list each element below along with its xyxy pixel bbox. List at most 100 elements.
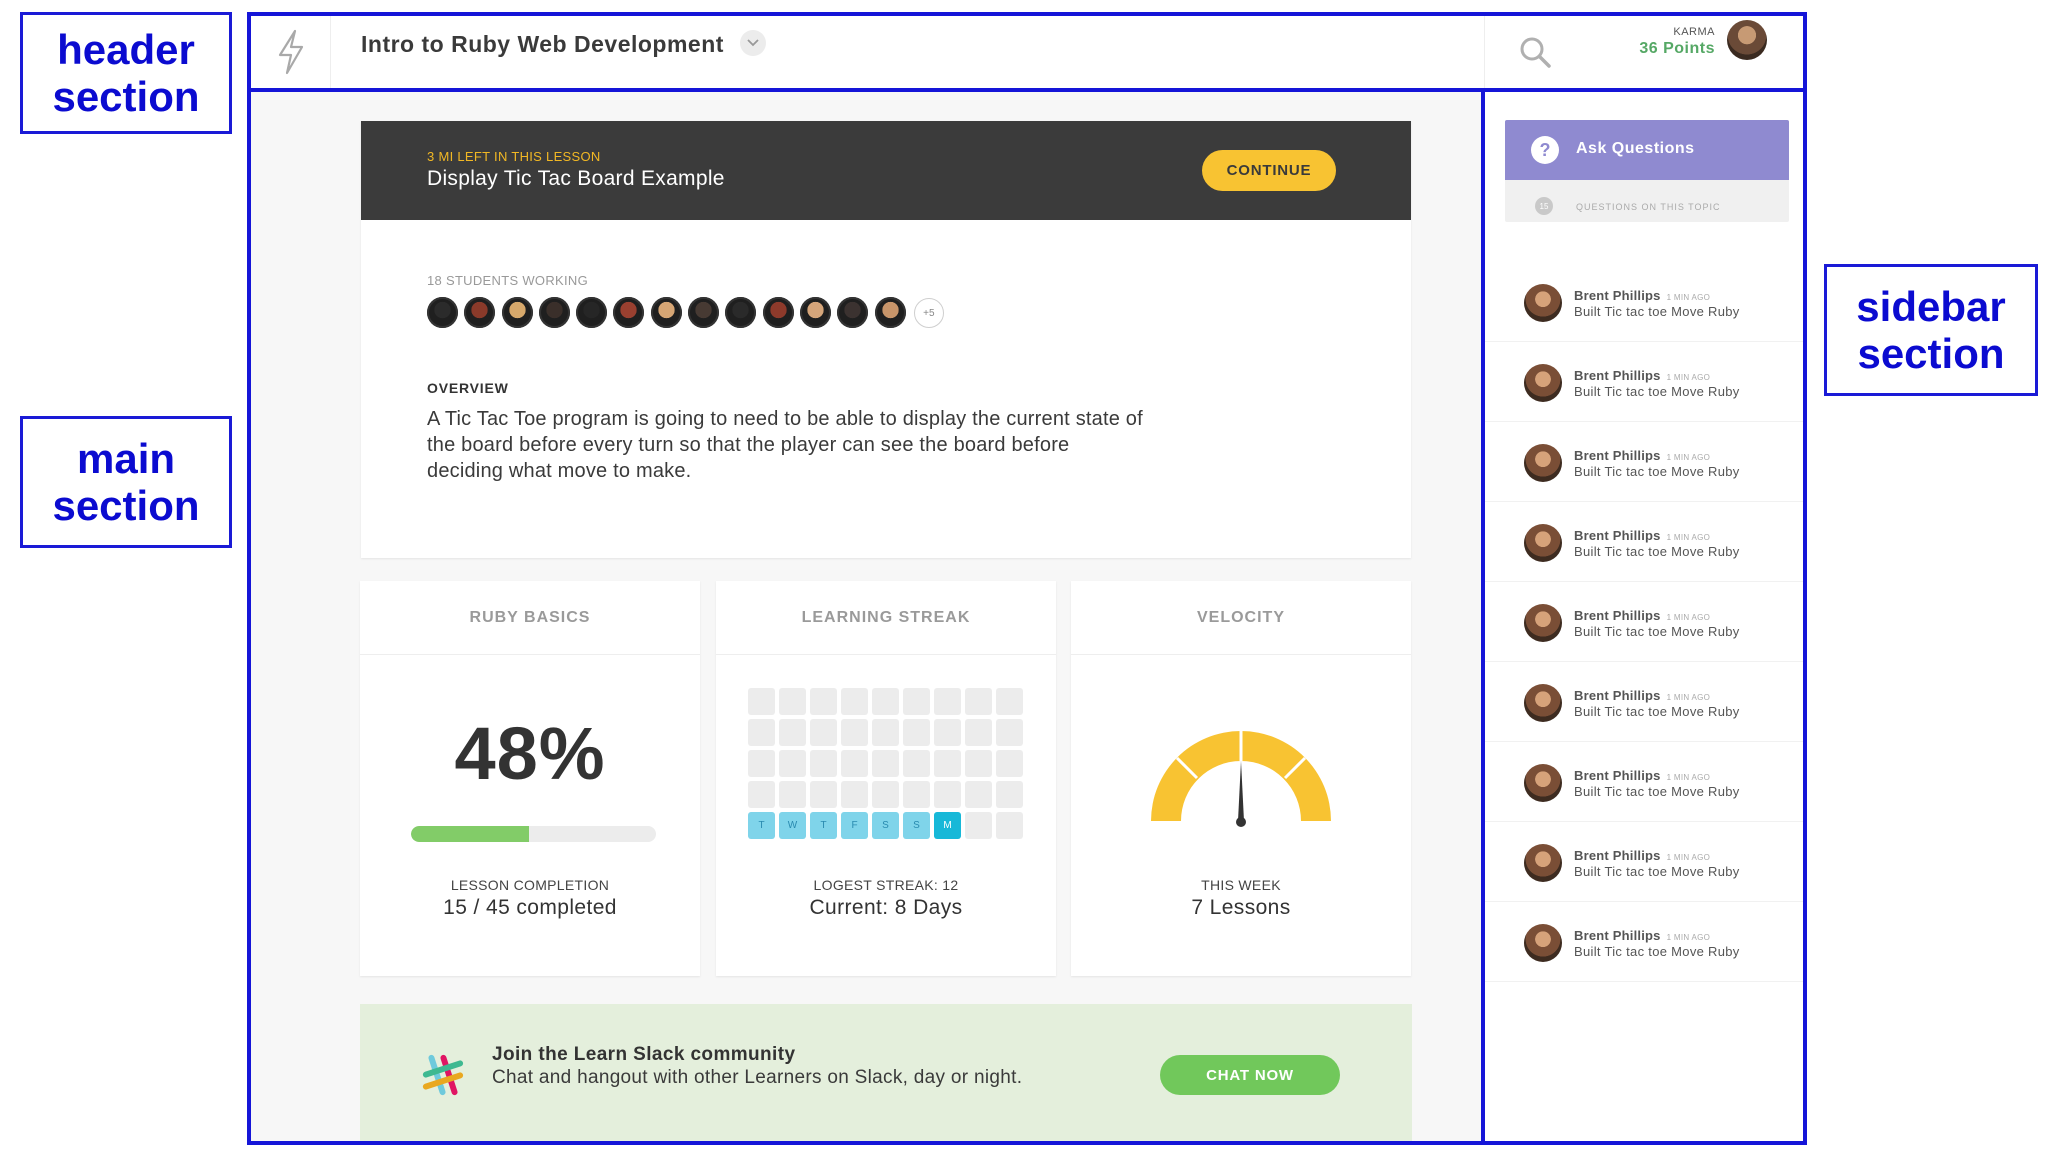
velocity-gauge	[1151, 731, 1331, 827]
question-mark-icon: ?	[1531, 136, 1559, 164]
activity-text: Built Tic tac toe Move Ruby	[1574, 704, 1740, 719]
logo[interactable]	[251, 16, 331, 88]
annotation-main-label: main section	[20, 416, 232, 548]
slack-icon	[422, 1054, 464, 1096]
activity-user-name-text: Brent Phillips	[1574, 288, 1661, 303]
streak-day-cell	[996, 750, 1023, 777]
learning-streak-title: LEARNING STREAK	[716, 581, 1056, 655]
activity-feed: Brent Phillips 1 MIN AGO Built Tic tac toe…	[1485, 262, 1803, 982]
activity-time: 1 MIN AGO	[1666, 933, 1711, 942]
streak-day-cell	[872, 781, 899, 808]
streak-day-cell	[810, 781, 837, 808]
gauge-arc	[1151, 731, 1331, 821]
streak-day-cell	[934, 781, 961, 808]
streak-day-cell	[996, 781, 1023, 808]
streak-day-cell	[903, 719, 930, 746]
streak-day-cell	[965, 812, 992, 839]
activity-time: 1 MIN AGO	[1666, 613, 1711, 622]
student-avatar[interactable]	[650, 297, 682, 328]
activity-user-name: Brent Phillips 1 MIN AGO	[1574, 768, 1710, 783]
activity-user-name: Brent Phillips 1 MIN AGO	[1574, 928, 1710, 943]
streak-day-cell	[996, 719, 1023, 746]
gauge-hub	[1236, 817, 1246, 827]
student-avatar[interactable]	[762, 297, 794, 328]
streak-day-cell	[965, 781, 992, 808]
activity-user-name-text: Brent Phillips	[1574, 448, 1661, 463]
activity-avatar	[1524, 684, 1562, 722]
streak-day-cell	[872, 750, 899, 777]
streak-day-cell: T	[810, 812, 837, 839]
header: Intro to Ruby Web Development KARMA 36 P…	[251, 16, 1803, 88]
streak-day-cell: S	[872, 812, 899, 839]
chevron-down-icon	[747, 39, 759, 47]
slack-banner: Join the Learn Slack community Chat and …	[360, 1004, 1412, 1144]
student-avatar[interactable]	[501, 297, 533, 328]
activity-item[interactable]: Brent Phillips 1 MIN AGO Built Tic tac toe…	[1485, 342, 1803, 422]
student-avatar[interactable]	[688, 297, 720, 328]
streak-day-cell	[779, 688, 806, 715]
streak-day-cell	[903, 781, 930, 808]
student-avatar[interactable]	[427, 297, 458, 328]
students-working-label: 18 STUDENTS WORKING	[427, 273, 588, 288]
activity-avatar	[1524, 364, 1562, 402]
streak-day-cell	[841, 750, 868, 777]
student-avatar[interactable]	[576, 297, 608, 328]
student-avatar[interactable]	[837, 297, 869, 328]
lesson-banner: 3 MI LEFT IN THIS LESSON Display Tic Tac…	[361, 121, 1411, 220]
activity-item[interactable]: Brent Phillips 1 MIN AGO Built Tic tac toe…	[1485, 902, 1803, 982]
bolt-icon	[278, 29, 303, 75]
streak-day-cell	[810, 688, 837, 715]
streak-day-cell	[996, 812, 1023, 839]
ask-questions-button[interactable]: ? Ask Questions	[1505, 120, 1789, 180]
activity-user-name-text: Brent Phillips	[1574, 528, 1661, 543]
student-avatar[interactable]	[464, 297, 496, 328]
activity-user-name-text: Brent Phillips	[1574, 368, 1661, 383]
activity-item[interactable]: Brent Phillips 1 MIN AGO Built Tic tac toe…	[1485, 662, 1803, 742]
activity-text: Built Tic tac toe Move Ruby	[1574, 384, 1740, 399]
search-button[interactable]	[1484, 16, 1584, 88]
activity-user-name-text: Brent Phillips	[1574, 848, 1661, 863]
streak-day-cell	[872, 719, 899, 746]
student-avatar[interactable]	[538, 297, 570, 328]
annotation-header-label: header section	[20, 12, 232, 134]
streak-day-cell	[748, 750, 775, 777]
course-dropdown-button[interactable]	[740, 30, 766, 56]
velocity-card: VELOCITY THIS WEEK 7 Lessons	[1071, 581, 1411, 976]
student-avatar[interactable]	[725, 297, 757, 328]
activity-user-name-text: Brent Phillips	[1574, 608, 1661, 623]
activity-time: 1 MIN AGO	[1666, 853, 1711, 862]
activity-item[interactable]: Brent Phillips 1 MIN AGO Built Tic tac toe…	[1485, 742, 1803, 822]
activity-item[interactable]: Brent Phillips 1 MIN AGO Built Tic tac toe…	[1485, 502, 1803, 582]
streak-day-cell	[965, 750, 992, 777]
streak-day-cell	[934, 750, 961, 777]
activity-item[interactable]: Brent Phillips 1 MIN AGO Built Tic tac toe…	[1485, 822, 1803, 902]
this-week-label: THIS WEEK	[1201, 877, 1281, 893]
streak-day-cell	[965, 719, 992, 746]
activity-item[interactable]: Brent Phillips 1 MIN AGO Built Tic tac toe…	[1485, 422, 1803, 502]
activity-text: Built Tic tac toe Move Ruby	[1574, 624, 1740, 639]
activity-avatar	[1524, 924, 1562, 962]
more-students-badge[interactable]: +5	[913, 298, 944, 328]
activity-user-name: Brent Phillips 1 MIN AGO	[1574, 848, 1710, 863]
activity-item[interactable]: Brent Phillips 1 MIN AGO Built Tic tac toe…	[1485, 582, 1803, 662]
activity-time: 1 MIN AGO	[1666, 293, 1711, 302]
activity-text: Built Tic tac toe Move Ruby	[1574, 464, 1740, 479]
continue-button[interactable]: CONTINUE	[1202, 150, 1336, 191]
activity-time: 1 MIN AGO	[1666, 773, 1711, 782]
student-avatar[interactable]	[874, 297, 906, 328]
user-avatar[interactable]	[1727, 20, 1767, 60]
student-avatar[interactable]	[613, 297, 645, 328]
student-avatar[interactable]	[799, 297, 831, 328]
lesson-completion-value: 15 / 45 completed	[443, 896, 617, 919]
layout-frame-outer	[247, 12, 1807, 1145]
current-streak-value: Current: 8 Days	[809, 896, 963, 919]
chat-now-button[interactable]: CHAT NOW	[1160, 1055, 1340, 1095]
layout-frame-divider	[1481, 88, 1485, 1145]
activity-item[interactable]: Brent Phillips 1 MIN AGO Built Tic tac toe…	[1485, 262, 1803, 342]
activity-time: 1 MIN AGO	[1666, 693, 1711, 702]
activity-user-name-text: Brent Phillips	[1574, 688, 1661, 703]
questions-on-topic-link[interactable]: QUESTIONS ON THIS TOPIC	[1576, 202, 1721, 212]
ask-questions-box: ? Ask Questions 15 QUESTIONS ON THIS TOP…	[1505, 120, 1789, 222]
